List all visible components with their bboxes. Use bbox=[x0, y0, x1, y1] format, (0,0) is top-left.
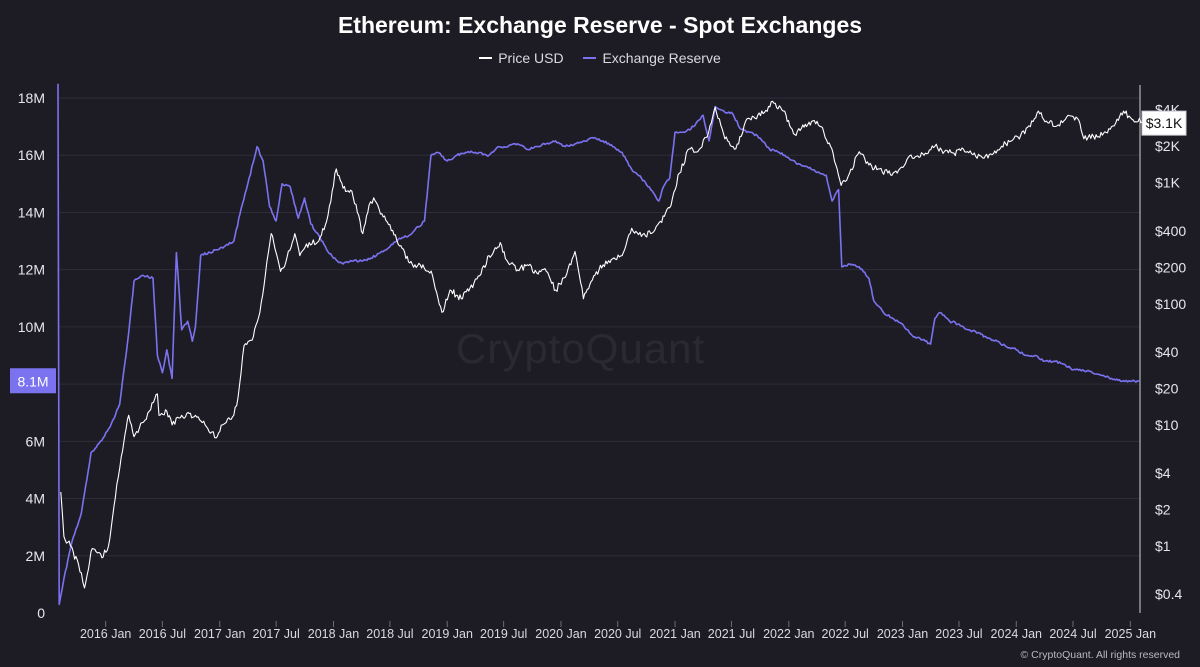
y-left-tick-label: 2M bbox=[26, 548, 45, 564]
legend: Price USD Exchange Reserve bbox=[0, 50, 1200, 66]
y-right-tick-label: $2K bbox=[1155, 138, 1181, 154]
current-price-label: $3.1K bbox=[1146, 115, 1183, 131]
x-tick-label: 2023 Jan bbox=[877, 627, 928, 641]
y-left-tick-label: 4M bbox=[26, 491, 45, 507]
current-price-badge bbox=[1141, 110, 1187, 136]
y-right-tick-label: $0.4 bbox=[1155, 586, 1182, 602]
x-tick-label: 2018 Jul bbox=[366, 627, 413, 641]
x-tick-label: 2022 Jan bbox=[763, 627, 814, 641]
y-right-tick-label: $400 bbox=[1155, 223, 1186, 239]
y-right-tick-label: $40 bbox=[1155, 344, 1179, 360]
x-tick-label: 2019 Jan bbox=[422, 627, 473, 641]
x-tick-label: 2024 Jan bbox=[991, 627, 1042, 641]
price-usd-line bbox=[60, 100, 1142, 589]
x-tick-label: 2024 Jul bbox=[1049, 627, 1096, 641]
y-right-tick-label: $200 bbox=[1155, 259, 1186, 275]
y-right-tick-label: $4 bbox=[1155, 465, 1171, 481]
x-tick-label: 2022 Jul bbox=[822, 627, 869, 641]
x-tick-label: 2018 Jan bbox=[308, 627, 359, 641]
x-tick-label: 2019 Jul bbox=[480, 627, 527, 641]
y-right-tick-label: $20 bbox=[1155, 380, 1179, 396]
x-tick-label: 2021 Jul bbox=[708, 627, 755, 641]
y-left-tick-label: 18M bbox=[18, 90, 45, 106]
y-right-tick-label: $1K bbox=[1155, 175, 1181, 191]
x-tick-label: 2021 Jan bbox=[649, 627, 700, 641]
x-tick-label: 2017 Jan bbox=[194, 627, 245, 641]
current-reserve-badge bbox=[10, 368, 56, 394]
legend-label-price: Price USD bbox=[498, 50, 564, 66]
legend-item-price[interactable]: Price USD bbox=[479, 50, 564, 66]
current-reserve-label: 8.1M bbox=[17, 373, 48, 389]
x-tick-label: 2023 Jul bbox=[935, 627, 982, 641]
y-right-tick-label: $10 bbox=[1155, 417, 1179, 433]
y-left-tick-label: 6M bbox=[26, 433, 45, 449]
y-left-tick-label: 14M bbox=[18, 204, 45, 220]
x-tick-label: 2020 Jan bbox=[535, 627, 586, 641]
legend-item-reserve[interactable]: Exchange Reserve bbox=[583, 50, 721, 66]
exchange-reserve-line bbox=[57, 83, 1141, 606]
y-left-tick-label: 16M bbox=[18, 147, 45, 163]
watermark-logo: CryptoQuant bbox=[456, 325, 706, 372]
y-right-tick-label: $100 bbox=[1155, 296, 1186, 312]
y-left-tick-label: 12M bbox=[18, 262, 45, 278]
x-tick-label: 2016 Jan bbox=[80, 627, 131, 641]
copyright-footer: © CryptoQuant. All rights reserved bbox=[1020, 649, 1180, 661]
y-left-tick-label: 10M bbox=[18, 319, 45, 335]
x-tick-label: 2017 Jul bbox=[253, 627, 300, 641]
x-tick-label: 2025 Jan bbox=[1105, 627, 1156, 641]
x-tick-label: 2016 Jul bbox=[139, 627, 186, 641]
y-right-tick-label: $2 bbox=[1155, 502, 1171, 518]
chart-title: Ethereum: Exchange Reserve - Spot Exchan… bbox=[337, 12, 863, 38]
legend-swatch-price bbox=[479, 57, 493, 60]
y-right-tick-label: $1 bbox=[1155, 538, 1171, 554]
legend-swatch-reserve bbox=[583, 57, 597, 60]
y-left-tick-label: 0 bbox=[37, 605, 45, 621]
x-tick-label: 2020 Jul bbox=[594, 627, 641, 641]
legend-label-reserve: Exchange Reserve bbox=[602, 50, 721, 66]
